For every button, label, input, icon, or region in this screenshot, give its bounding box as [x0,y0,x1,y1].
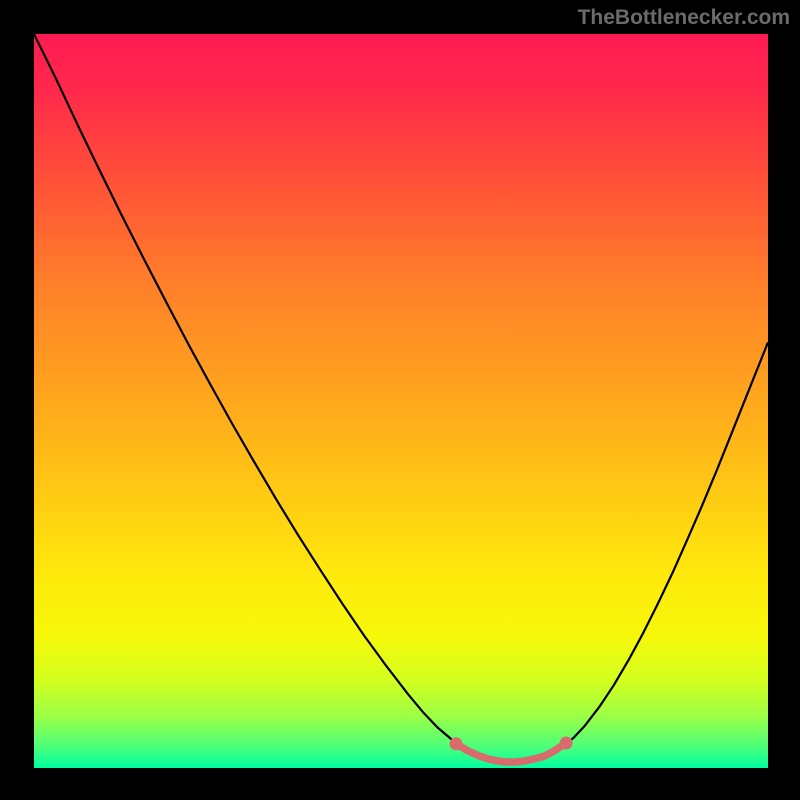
watermark-text: TheBottlenecker.com [578,6,790,30]
chart-container: TheBottlenecker.com [0,0,800,800]
highlight-start-marker [450,737,463,750]
chart-overlay [34,34,768,768]
highlight-end-marker [560,737,573,750]
plot-area [34,34,768,768]
bottleneck-curve [34,34,768,762]
optimal-range-highlight [456,743,566,762]
